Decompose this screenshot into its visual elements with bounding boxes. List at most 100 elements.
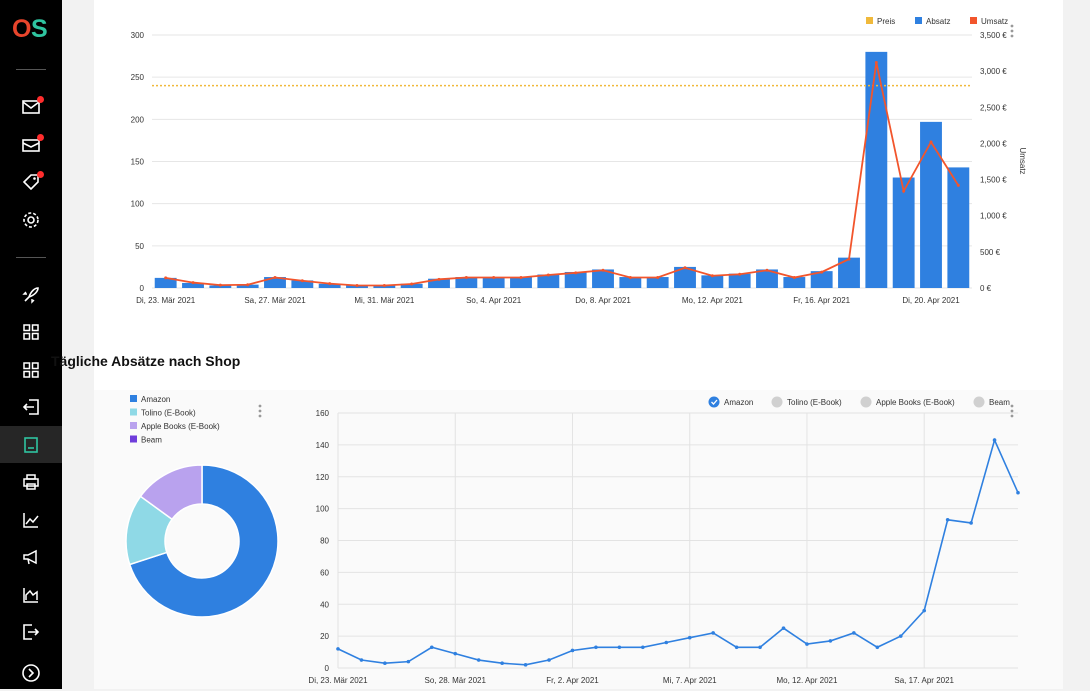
sidebar-item-catalog[interactable] (0, 351, 62, 388)
absatz-bar[interactable] (838, 257, 860, 288)
umsatz-point[interactable] (847, 257, 851, 261)
umsatz-point[interactable] (656, 276, 660, 280)
umsatz-point[interactable] (273, 276, 277, 280)
umsatz-point[interactable] (546, 273, 550, 277)
amazon-point[interactable] (641, 645, 645, 650)
umsatz-point[interactable] (437, 277, 441, 281)
absatz-bar[interactable] (592, 269, 614, 288)
sidebar-item-reports[interactable] (0, 576, 62, 613)
line-legend-item[interactable]: Beam (973, 396, 1011, 408)
amazon-point[interactable] (992, 438, 997, 442)
absatz-bar[interactable] (482, 277, 505, 288)
pie-legend-item[interactable]: Amazon (130, 395, 170, 404)
amazon-point[interactable] (617, 645, 622, 650)
sidebar-item-marketing[interactable] (0, 538, 62, 575)
legend-item-umsatz[interactable]: Umsatz (970, 17, 1008, 26)
umsatz-point[interactable] (246, 283, 250, 287)
pie-legend-item[interactable]: Beam (130, 435, 162, 445)
amazon-point[interactable] (570, 648, 575, 653)
umsatz-point[interactable] (874, 60, 878, 64)
absatz-bar[interactable] (318, 283, 341, 288)
amazon-point[interactable] (476, 658, 481, 662)
sidebar-item-statistics[interactable] (0, 501, 62, 538)
amazon-point[interactable] (945, 517, 950, 522)
amazon-point[interactable] (805, 642, 809, 646)
umsatz-point[interactable] (683, 266, 687, 270)
absatz-bar[interactable] (674, 266, 696, 288)
sidebar-item-print[interactable] (0, 463, 62, 500)
absatz-bar[interactable] (264, 277, 286, 288)
sidebar-item-mail[interactable] (0, 126, 62, 163)
chart-menu-icon[interactable] (1010, 24, 1014, 38)
absatz-bar[interactable] (783, 277, 806, 288)
amazon-point[interactable] (781, 626, 786, 630)
absatz-bar[interactable] (892, 177, 915, 288)
absatz-bar[interactable] (291, 280, 314, 288)
absatz-bar[interactable] (728, 273, 751, 288)
amazon-point[interactable] (336, 647, 340, 651)
amazon-point[interactable] (359, 658, 364, 662)
umsatz-point[interactable] (574, 271, 578, 275)
absatz-bar[interactable] (428, 278, 450, 288)
umsatz-point[interactable] (382, 283, 386, 287)
absatz-bar[interactable] (619, 277, 642, 288)
umsatz-point[interactable] (410, 282, 414, 286)
amazon-point[interactable] (383, 661, 387, 666)
absatz-bar[interactable] (154, 277, 177, 288)
line-chart-menu-icon[interactable] (1010, 404, 1014, 418)
umsatz-point[interactable] (492, 276, 496, 280)
sidebar-item-launch[interactable] (0, 276, 62, 313)
sidebar-item-messages[interactable] (0, 88, 62, 125)
absatz-bar[interactable] (947, 167, 970, 288)
legend-item-absatz[interactable]: Absatz (915, 17, 950, 26)
absatz-bar[interactable] (646, 277, 669, 288)
sidebar-item-import[interactable] (0, 388, 62, 425)
amazon-point[interactable] (594, 645, 598, 650)
amazon-point[interactable] (1016, 490, 1020, 495)
absatz-bar[interactable] (537, 274, 560, 288)
brand-logo[interactable]: O S (12, 14, 50, 42)
umsatz-point[interactable] (710, 274, 714, 278)
amazon-point[interactable] (758, 645, 762, 650)
sidebar-item-settings[interactable] (0, 201, 62, 238)
amazon-point[interactable] (711, 631, 715, 635)
umsatz-point[interactable] (300, 279, 304, 283)
absatz-bar[interactable] (810, 271, 833, 288)
legend-item-preis[interactable]: Preis (866, 17, 895, 26)
absatz-bar[interactable] (564, 271, 587, 288)
sidebar-item-tags[interactable] (0, 163, 62, 200)
amazon-point[interactable] (875, 645, 880, 650)
umsatz-point[interactable] (929, 140, 933, 144)
absatz-bar[interactable] (920, 121, 942, 288)
umsatz-point[interactable] (464, 276, 468, 280)
sidebar-item-documents[interactable] (0, 426, 62, 463)
umsatz-point[interactable] (328, 282, 332, 286)
umsatz-point[interactable] (738, 272, 742, 276)
umsatz-point[interactable] (902, 189, 906, 193)
umsatz-point[interactable] (628, 276, 632, 280)
sidebar-item-logout[interactable] (0, 613, 62, 650)
absatz-bar[interactable] (701, 275, 724, 288)
amazon-point[interactable] (547, 658, 551, 662)
amazon-point[interactable] (852, 631, 856, 635)
amazon-point[interactable] (406, 659, 411, 664)
amazon-point[interactable] (664, 640, 669, 645)
umsatz-point[interactable] (355, 283, 359, 287)
umsatz-point[interactable] (191, 281, 195, 285)
umsatz-point[interactable] (519, 276, 523, 280)
absatz-bar[interactable] (236, 284, 259, 288)
umsatz-point[interactable] (218, 283, 222, 287)
amazon-point[interactable] (500, 661, 504, 666)
umsatz-point[interactable] (792, 276, 796, 280)
sidebar-item-next[interactable] (0, 654, 62, 691)
amazon-point[interactable] (523, 663, 528, 667)
amazon-point[interactable] (453, 651, 458, 656)
amazon-point[interactable] (429, 645, 434, 650)
absatz-bar[interactable] (209, 285, 232, 288)
absatz-bar[interactable] (400, 283, 423, 288)
pie-menu-icon[interactable] (258, 404, 262, 418)
absatz-bar[interactable] (510, 277, 532, 288)
umsatz-point[interactable] (820, 270, 824, 274)
umsatz-point[interactable] (956, 183, 960, 187)
amazon-point[interactable] (687, 635, 692, 640)
